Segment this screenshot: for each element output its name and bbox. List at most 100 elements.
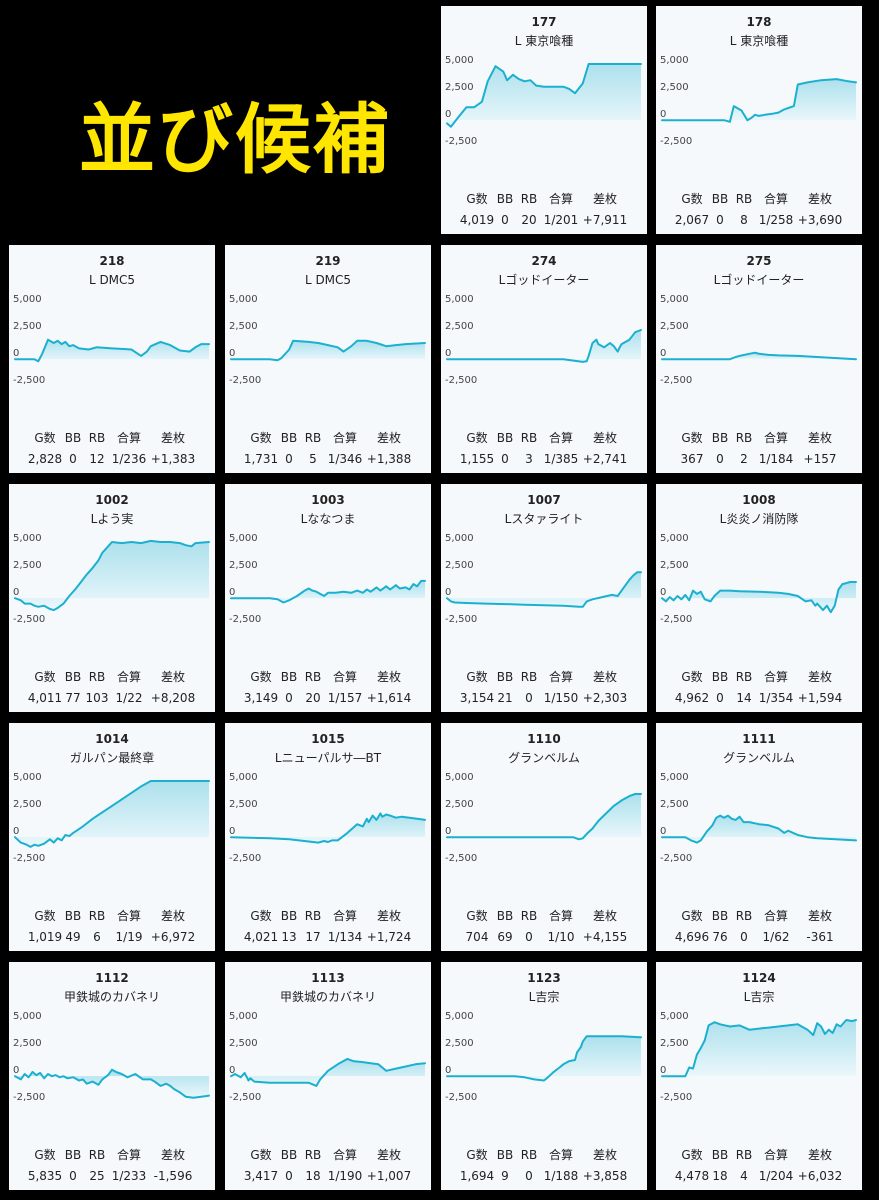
machine-name: Lゴッドイーター [713,273,805,287]
stat-header-bb: BB [496,670,514,684]
series-line [661,1019,857,1078]
stat-value-games: 4,696 [674,930,710,944]
stat-value-diff: +1,614 [366,691,412,705]
stat-value-diff: +1,388 [366,452,412,466]
stat-value-rb: 3 [525,452,533,466]
y-tick-label: 5,000 [660,533,689,544]
stat-value-ratio: 1/201 [543,213,579,227]
series-line [14,1068,210,1099]
stat-value-games: 4,478 [674,1169,710,1183]
series-area [15,339,209,362]
stat-header-rb: RB [520,909,538,923]
machine-card-1014: 5,000 2,500 0 -2,500 1014 ガルパン最終章 G数 1,019 BB 49 R… [9,723,215,951]
machine-name: 甲鉄城のカバネリ [279,990,376,1004]
stat-value-ratio: 1/134 [327,930,363,944]
series-area [447,330,641,362]
stat-value-diff: +6,972 [150,930,196,944]
stat-value-games: 4,019 [459,213,495,227]
stat-value-ratio: 1/188 [543,1169,579,1183]
y-tick-label: 2,500 [13,560,42,571]
slump-chart: 5,000 2,500 0 -2,500 [13,533,210,625]
machine-card-219: 5,000 2,500 0 -2,500 219 L DMC5 G数 1,731 BB 0 RB 5 合… [225,245,431,473]
stat-value-games: 4,021 [243,930,279,944]
machine-number: 1007 [527,493,561,507]
series-area [447,794,641,840]
stat-header-rb: RB [520,192,538,206]
stat-value-games: 3,417 [243,1169,279,1183]
series-area [662,1020,856,1077]
stat-value-bb: 76 [712,930,728,944]
y-tick-label: 0 [229,587,235,598]
stat-value-bb: 9 [501,1169,509,1183]
stat-header-games: G数 [250,1148,272,1162]
stat-value-diff: +2,303 [582,691,628,705]
stat-header-rb: RB [304,431,322,445]
machine-card-1112: 5,000 2,500 0 -2,500 1112 甲鉄城のカバネリ G数 5,835 BB 0 R… [9,962,215,1190]
machine-card-1007: 5,000 2,500 0 -2,500 1007 Lスタァライト G数 3,154 BB 21 R… [441,484,647,712]
machine-name: グランベルム [508,751,580,765]
stat-header-games: G数 [34,1148,56,1162]
stat-value-rb: 12 [89,452,105,466]
series-area [447,64,641,127]
y-tick-label: -2,500 [445,853,477,864]
stat-header-bb: BB [64,431,82,445]
stat-header-ratio: 合算 [548,909,574,923]
y-tick-label: 2,500 [229,560,258,571]
stat-header-ratio: 合算 [332,909,358,923]
machine-number: 1008 [742,493,776,507]
y-tick-label: 5,000 [660,772,689,783]
y-tick-label: 0 [660,109,666,120]
stat-header-games: G数 [34,909,56,923]
stat-value-games: 2,067 [674,213,710,227]
slump-chart: 5,000 2,500 0 -2,500 [229,772,426,864]
stat-value-ratio: 1/236 [111,452,147,466]
stat-value-diff: +4,155 [582,930,628,944]
y-tick-label: -2,500 [445,614,477,625]
stat-header-rb: RB [304,1148,322,1162]
y-tick-label: 0 [660,348,666,359]
stat-value-games: 4,962 [674,691,710,705]
stat-value-rb: 103 [85,691,109,705]
y-tick-label: 0 [445,587,451,598]
y-tick-label: 2,500 [229,1038,258,1049]
stat-header-games: G数 [34,670,56,684]
y-tick-label: -2,500 [660,136,692,147]
y-tick-label: 0 [229,1065,235,1076]
series-area [662,582,856,613]
series-line [446,329,642,363]
series-line [661,351,857,361]
y-tick-label: 2,500 [445,321,474,332]
machine-number: 1113 [311,971,345,985]
slump-chart: 5,000 2,500 0 -2,500 [660,55,857,147]
y-tick-label: 0 [229,826,235,837]
y-tick-label: 2,500 [445,799,474,810]
stat-header-ratio: 合算 [548,431,574,445]
series-line [230,1057,426,1087]
stat-header-diff: 差枚 [376,909,402,923]
machine-number: 218 [99,254,125,268]
series-line [661,78,857,123]
stat-value-bb: 0 [69,1169,77,1183]
stat-header-games: G数 [681,192,703,206]
stat-value-bb: 18 [712,1169,728,1183]
y-tick-label: 5,000 [13,1011,42,1022]
stat-header-games: G数 [466,1148,488,1162]
stat-header-bb: BB [496,1148,514,1162]
stat-value-rb: 20 [521,213,537,227]
y-tick-label: -2,500 [660,1092,692,1103]
stat-header-rb: RB [304,909,322,923]
stat-header-rb: RB [735,192,753,206]
series-line [14,338,210,363]
stat-header-rb: RB [735,431,753,445]
stat-value-rb: 18 [305,1169,321,1183]
y-tick-label: 2,500 [445,560,474,571]
machine-name: 甲鉄城のカバネリ [63,990,160,1004]
stat-header-ratio: 合算 [548,1148,574,1162]
stat-header-diff: 差枚 [592,909,618,923]
stat-value-rb: 20 [305,691,321,705]
stat-value-rb: 5 [309,452,317,466]
machine-number: 1015 [311,732,345,746]
stat-header-rb: RB [735,1148,753,1162]
stat-header-bb: BB [496,431,514,445]
stat-header-diff: 差枚 [807,431,833,445]
